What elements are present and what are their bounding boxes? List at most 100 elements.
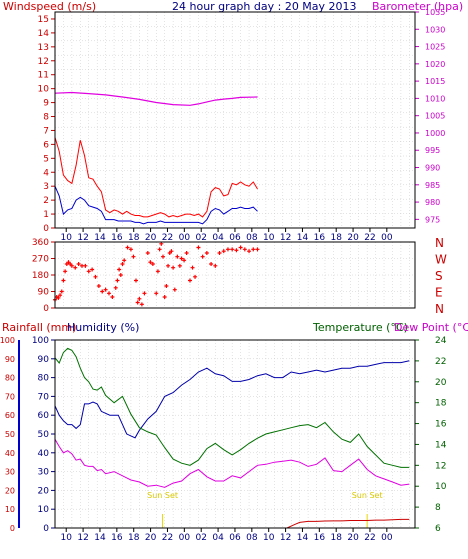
wind-ytick-label: 11 — [38, 71, 49, 81]
direction-point — [169, 249, 174, 254]
baro-ytick-label: 1000 — [425, 129, 445, 138]
baro-ytick-label: 980 — [425, 198, 440, 207]
direction-point — [120, 262, 125, 266]
direction-point — [160, 254, 165, 259]
temp-ytick-label: 8 — [435, 503, 441, 513]
wind-ytick-label: 12 — [38, 57, 49, 67]
humidity-ytick-label: 30 — [38, 468, 50, 478]
humidity-ytick-label: 90 — [38, 355, 50, 365]
wind-ytick-label: 14 — [38, 29, 50, 39]
compass-label: N — [435, 302, 444, 316]
thr-xtick-label: 18 — [330, 533, 342, 543]
direction-point — [61, 278, 66, 283]
rain-ytick-label: 70 — [5, 392, 15, 401]
baro-ytick-label: 1035 — [425, 8, 445, 17]
wind-ytick-label: 8 — [43, 113, 49, 123]
direction-point — [133, 278, 138, 283]
thr-xtick-label: 18 — [128, 533, 140, 543]
wind-ytick-label: 3 — [43, 182, 49, 192]
direction-point — [83, 263, 88, 268]
dir-frame — [54, 241, 416, 309]
humidity-ytick-label: 50 — [38, 430, 50, 440]
thr-xtick-label: 16 — [314, 533, 326, 543]
compass-label: E — [435, 286, 443, 300]
direction-point — [86, 269, 91, 274]
gust-line — [54, 137, 258, 218]
direction-point — [69, 263, 74, 268]
direction-point — [125, 245, 130, 250]
direction-point — [73, 265, 78, 270]
thr-xtick-label: 04 — [212, 533, 224, 543]
thr-xtick-label: 16 — [111, 533, 123, 543]
thr-xtick-label: 00 — [179, 533, 191, 543]
direction-point — [179, 256, 184, 261]
wind-xtick-label: 12 — [77, 233, 88, 243]
direction-point — [255, 247, 260, 252]
direction-point — [162, 295, 167, 299]
thr-xtick-label: 10 — [263, 533, 275, 543]
dir-ytick-label: 270 — [32, 255, 49, 265]
direction-point — [187, 278, 192, 283]
direction-point — [242, 247, 247, 252]
dewpoint-line — [54, 438, 410, 488]
thr-xtick-label: 00 — [381, 533, 393, 543]
rainfall-line — [55, 518, 410, 529]
wind-xtick-label: 18 — [330, 233, 342, 243]
direction-point — [122, 258, 127, 263]
baro-ytick-label: 1025 — [425, 43, 445, 52]
direction-point — [118, 273, 123, 277]
direction-point — [148, 260, 153, 265]
direction-point — [103, 287, 108, 292]
direction-point — [96, 284, 101, 288]
wind-ytick-label: 13 — [38, 43, 49, 53]
wind-xtick-label: 22 — [162, 233, 173, 243]
direction-point — [63, 269, 68, 274]
direction-point — [131, 254, 136, 259]
wind-xtick-label: 14 — [297, 233, 309, 243]
direction-point — [76, 262, 81, 266]
thr-xtick-label: 02 — [195, 533, 206, 543]
direction-point — [145, 251, 150, 255]
wind-xtick-label: 02 — [195, 233, 206, 243]
thr-xtick-label: 12 — [280, 533, 291, 543]
direction-point — [115, 278, 120, 283]
direction-point — [221, 249, 226, 254]
direction-point — [204, 251, 209, 255]
direction-point — [171, 265, 176, 270]
baro-ytick-label: 1010 — [425, 94, 445, 103]
humidity-ytick-label: 100 — [32, 336, 49, 346]
baro-ytick-label: 1020 — [425, 60, 445, 69]
direction-point — [213, 263, 218, 268]
direction-point — [128, 247, 133, 252]
direction-point — [117, 267, 122, 272]
wind-line — [54, 186, 258, 225]
wind-xtick-label: 20 — [347, 233, 359, 243]
direction-point — [150, 262, 155, 266]
rain-ytick-label: 0 — [10, 524, 15, 533]
thr-xtick-label: 22 — [364, 533, 375, 543]
thr-xtick-label: 06 — [229, 533, 241, 543]
direction-point — [164, 284, 169, 288]
wind-axis-title: Windspeed (m/s) — [3, 0, 96, 13]
direction-point — [190, 265, 195, 270]
rain-ytick-label: 30 — [5, 468, 15, 477]
rain-ytick-label: 60 — [5, 411, 15, 420]
dewpoint-axis-title: Dew Point (°C) — [394, 321, 468, 334]
direction-point — [106, 291, 111, 296]
sunset-label: Sun Set — [147, 491, 178, 500]
sunset-label: Sun Set — [352, 491, 383, 500]
direction-point — [172, 287, 177, 292]
thr-xtick-label: 22 — [162, 533, 173, 543]
dir-ytick-label: 360 — [32, 238, 49, 248]
direction-point — [110, 295, 115, 299]
humidity-ytick-label: 20 — [38, 486, 50, 496]
thr-xtick-label: 20 — [347, 533, 359, 543]
wind-xtick-label: 16 — [111, 233, 123, 243]
compass-label: W — [435, 253, 447, 267]
wind-xtick-label: 00 — [179, 233, 191, 243]
thr-xtick-label: 08 — [246, 533, 258, 543]
rain-ytick-label: 100 — [0, 336, 15, 345]
baro-ytick-label: 985 — [425, 181, 440, 190]
humidity-ytick-label: 40 — [38, 449, 50, 459]
